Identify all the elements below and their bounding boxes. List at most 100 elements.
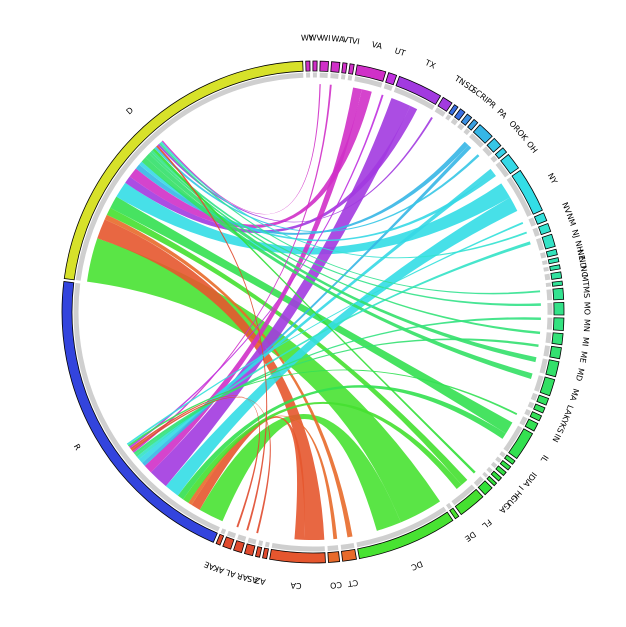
segment-label-MD: MD bbox=[574, 367, 586, 382]
segment-label-IN: IN bbox=[550, 432, 562, 444]
segment-FL bbox=[454, 488, 484, 516]
segment-ND bbox=[549, 264, 561, 272]
segment-label-AE: AE bbox=[203, 559, 216, 571]
segment-label-LA: LA bbox=[563, 404, 575, 417]
segment-OK bbox=[494, 147, 508, 160]
segment-label-NJ: NJ bbox=[570, 228, 581, 239]
ribbon-DC-R bbox=[199, 413, 401, 531]
segment-D bbox=[63, 60, 304, 281]
segment-label-NY: NY bbox=[546, 172, 559, 186]
segment-label-MN: MN bbox=[582, 319, 592, 332]
segment-I bbox=[495, 465, 507, 477]
segment-CO bbox=[327, 551, 341, 563]
segment-track-VI bbox=[347, 75, 353, 81]
segment-track-KY bbox=[527, 401, 535, 409]
segment-KY bbox=[533, 403, 546, 414]
segment-R bbox=[61, 281, 218, 543]
segment-RI bbox=[460, 113, 473, 126]
segment-track-IN bbox=[519, 416, 528, 426]
segment-HI bbox=[490, 470, 503, 482]
segment-label-VT: VT bbox=[342, 35, 354, 45]
segment-track-AS bbox=[258, 540, 264, 547]
segment-label-AL: AL bbox=[224, 567, 237, 579]
segment-label-TX: TX bbox=[423, 58, 438, 71]
segment-track-AK bbox=[226, 530, 237, 539]
segment-label-KS: KS bbox=[555, 421, 568, 434]
segment-track-PA bbox=[469, 133, 484, 148]
ribbon-layer bbox=[87, 84, 541, 541]
ribbon-CA-R bbox=[191, 416, 305, 540]
segment-label-CT: CT bbox=[347, 578, 359, 588]
segment-track-DC bbox=[356, 506, 447, 548]
segment-track-AZ bbox=[264, 541, 270, 548]
segment-NM bbox=[538, 222, 552, 236]
segment-PR bbox=[467, 118, 479, 131]
segment-label-AS: AS bbox=[246, 574, 258, 585]
segment-track-NM bbox=[532, 227, 540, 237]
segment-WV bbox=[312, 60, 318, 72]
segment-CA bbox=[269, 548, 326, 564]
segment-label-I: I bbox=[517, 484, 525, 492]
segment-NV bbox=[533, 212, 548, 225]
ribbon-OR-D bbox=[154, 146, 480, 233]
segment-track-OK bbox=[490, 155, 498, 163]
segment-label-FL: FL bbox=[480, 517, 493, 530]
segment-VT bbox=[341, 62, 348, 74]
segment-IL bbox=[508, 428, 534, 460]
segment-track-CA bbox=[271, 542, 325, 552]
segment-track-NE bbox=[541, 260, 548, 266]
segment-NY bbox=[511, 169, 543, 215]
segment-track-NY bbox=[506, 176, 532, 217]
segment-NJ bbox=[541, 233, 556, 250]
segment-label-WA: WA bbox=[331, 34, 345, 44]
segment-track-GU bbox=[482, 471, 489, 478]
segment-label-ME: ME bbox=[578, 350, 589, 363]
ribbon-GA-D bbox=[152, 148, 476, 474]
segment-track-CT bbox=[340, 542, 355, 550]
ribbon-CA-D bbox=[97, 219, 325, 541]
segment-TX bbox=[395, 75, 442, 105]
segment-CT bbox=[341, 548, 357, 562]
segment-OH bbox=[500, 153, 520, 175]
segment-MN bbox=[552, 317, 565, 332]
segment-VI bbox=[348, 63, 355, 75]
segment-OR bbox=[486, 137, 502, 153]
segment-track-VT bbox=[340, 74, 346, 80]
segment-track-IL bbox=[503, 425, 523, 452]
segment-label-VA: VA bbox=[371, 40, 384, 51]
segment-track-MD bbox=[539, 358, 548, 374]
segment-track-HI bbox=[486, 466, 493, 474]
segment-label-ND: ND bbox=[577, 256, 588, 270]
segment-track-AE bbox=[220, 528, 227, 535]
segment-AZ bbox=[262, 547, 269, 560]
segment-label-MI: MI bbox=[580, 337, 590, 347]
segment-track-NJ bbox=[535, 237, 545, 251]
segment-GA bbox=[477, 480, 493, 496]
segment-track-SD bbox=[445, 114, 452, 121]
segment-AE bbox=[215, 533, 225, 546]
segment-label-RI: RI bbox=[478, 92, 490, 104]
segment-label-MS: MS bbox=[581, 286, 591, 299]
segment-track-I bbox=[490, 461, 498, 469]
segment-track-WA bbox=[330, 73, 339, 79]
segment-track-ND bbox=[543, 266, 549, 272]
segment-label-CO: CO bbox=[330, 580, 343, 590]
segment-ME bbox=[549, 345, 562, 360]
segment-MS bbox=[552, 287, 565, 301]
segment-track-NC bbox=[544, 273, 551, 281]
segment-track-MN bbox=[546, 317, 553, 330]
segment-label-R: R bbox=[72, 443, 83, 453]
segment-KS bbox=[529, 411, 543, 422]
segment-NC bbox=[550, 271, 563, 280]
segment-track-UT bbox=[383, 83, 393, 91]
segment-NH bbox=[545, 248, 558, 258]
segment-label-VI: VI bbox=[351, 36, 360, 46]
segment-AR bbox=[243, 543, 256, 557]
ribbon-DC-D bbox=[87, 238, 441, 523]
segment-track-NH bbox=[540, 252, 547, 259]
segment-track-RI bbox=[457, 123, 465, 131]
segment-label-CA: CA bbox=[290, 581, 302, 591]
segment-label-NH: NH bbox=[573, 240, 585, 254]
segment-label-NE: NE bbox=[575, 249, 586, 262]
